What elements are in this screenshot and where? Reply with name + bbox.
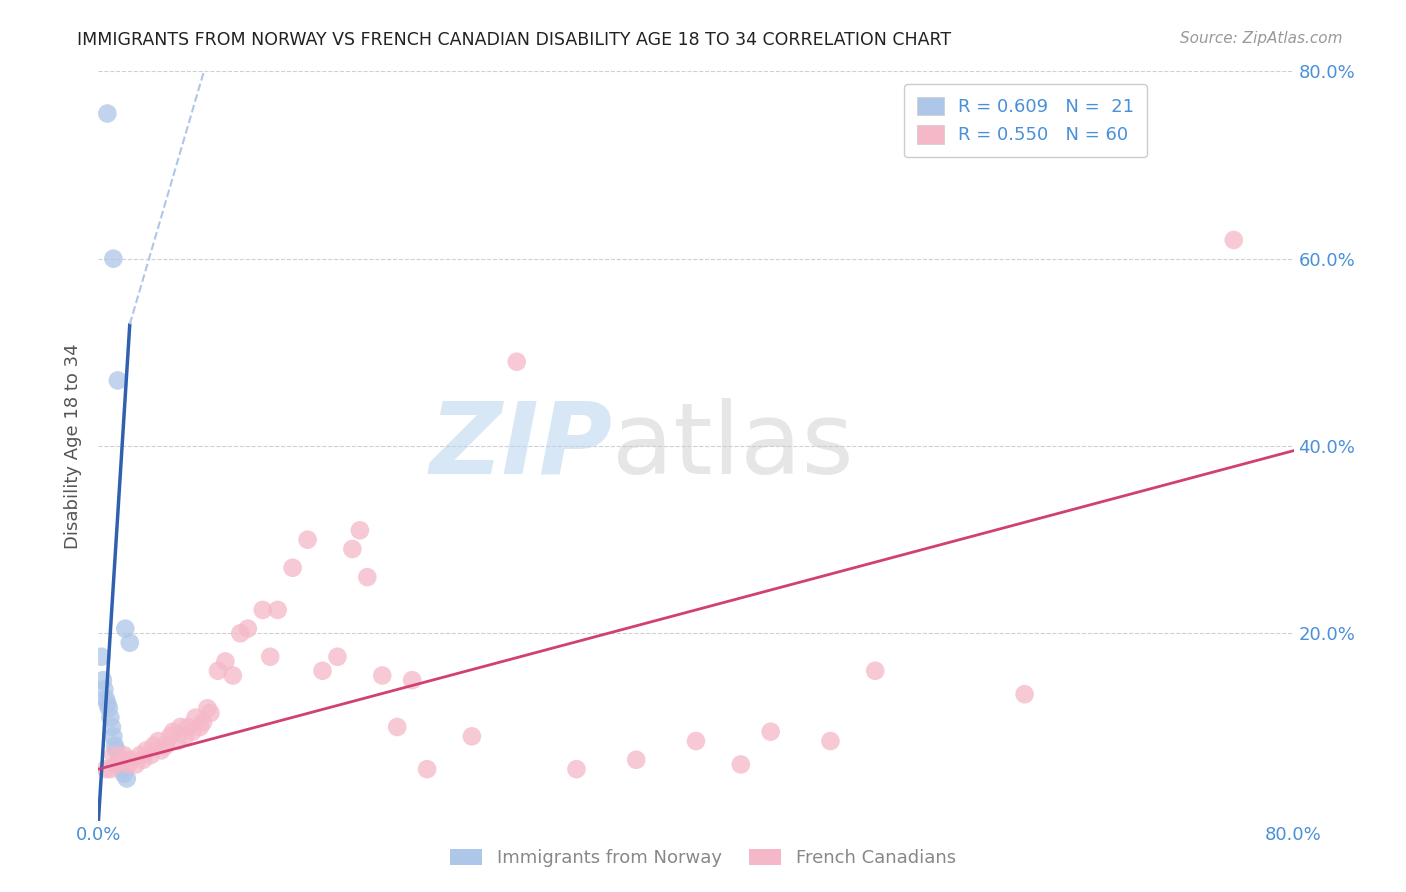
Point <box>174 730 197 744</box>
Point <box>281 561 304 575</box>
Point <box>110 757 132 772</box>
Point <box>118 635 141 649</box>
Point <box>104 739 127 753</box>
Point <box>115 753 138 767</box>
Point <box>105 757 128 772</box>
Point <box>125 757 148 772</box>
Point <box>181 724 204 739</box>
Point <box>267 603 290 617</box>
Point <box>129 747 152 762</box>
Point <box>184 710 207 724</box>
Point <box>1223 233 1246 247</box>
Point <box>191 715 214 730</box>
Point <box>105 743 128 757</box>
Point <box>162 724 184 739</box>
Point <box>155 739 177 753</box>
Point <box>148 734 170 748</box>
Point <box>730 757 752 772</box>
Point <box>112 747 135 762</box>
Text: IMMIGRANTS FROM NORWAY VS FRENCH CANADIAN DISABILITY AGE 18 TO 34 CORRELATION CH: IMMIGRANTS FROM NORWAY VS FRENCH CANADIA… <box>77 31 952 49</box>
Point <box>311 664 333 678</box>
Point <box>207 664 229 678</box>
Point <box>98 762 122 776</box>
Point <box>342 542 364 557</box>
Point <box>139 747 162 762</box>
Point <box>159 730 181 744</box>
Text: Source: ZipAtlas.com: Source: ZipAtlas.com <box>1180 31 1343 46</box>
Point <box>97 701 120 715</box>
Point <box>94 762 117 776</box>
Point <box>506 355 529 369</box>
Point <box>110 753 132 767</box>
Point <box>96 697 118 711</box>
Point <box>229 626 252 640</box>
Point <box>112 767 135 781</box>
Point <box>188 720 211 734</box>
Point <box>142 739 165 753</box>
Point <box>103 252 125 266</box>
Point <box>114 622 136 636</box>
Point <box>120 753 142 767</box>
Point <box>117 757 139 772</box>
Point <box>236 622 259 636</box>
Point <box>626 753 648 767</box>
Point <box>385 720 409 734</box>
Point <box>107 374 129 388</box>
Point <box>108 753 131 767</box>
Point <box>865 664 887 678</box>
Point <box>259 649 281 664</box>
Point <box>759 724 782 739</box>
Point <box>94 692 117 706</box>
Legend: R = 0.609   N =  21, R = 0.550   N = 60: R = 0.609 N = 21, R = 0.550 N = 60 <box>904 84 1147 157</box>
Point <box>101 720 124 734</box>
Text: ZIP: ZIP <box>429 398 613 494</box>
Point <box>349 524 371 538</box>
Point <box>91 673 114 688</box>
Point <box>166 734 188 748</box>
Point <box>297 533 319 547</box>
Point <box>98 710 122 724</box>
Point <box>96 106 118 120</box>
Point <box>461 730 484 744</box>
Point <box>150 743 173 757</box>
Point <box>356 570 378 584</box>
Point <box>111 762 134 776</box>
Point <box>820 734 842 748</box>
Y-axis label: Disability Age 18 to 34: Disability Age 18 to 34 <box>65 343 83 549</box>
Point <box>90 649 112 664</box>
Point <box>222 668 245 682</box>
Point <box>93 682 115 697</box>
Point <box>326 649 349 664</box>
Point <box>132 753 155 767</box>
Point <box>1014 687 1036 701</box>
Point <box>565 762 588 776</box>
Point <box>103 730 125 744</box>
Point <box>169 720 191 734</box>
Point <box>103 747 125 762</box>
Point <box>115 772 138 786</box>
Point <box>401 673 423 688</box>
Point <box>214 655 236 669</box>
Point <box>416 762 439 776</box>
Point <box>685 734 707 748</box>
Point <box>177 720 200 734</box>
Point <box>197 701 219 715</box>
Point <box>371 668 394 682</box>
Point <box>135 743 157 757</box>
Text: atlas: atlas <box>613 398 853 494</box>
Legend: Immigrants from Norway, French Canadians: Immigrants from Norway, French Canadians <box>443 841 963 874</box>
Point <box>200 706 222 720</box>
Point <box>252 603 274 617</box>
